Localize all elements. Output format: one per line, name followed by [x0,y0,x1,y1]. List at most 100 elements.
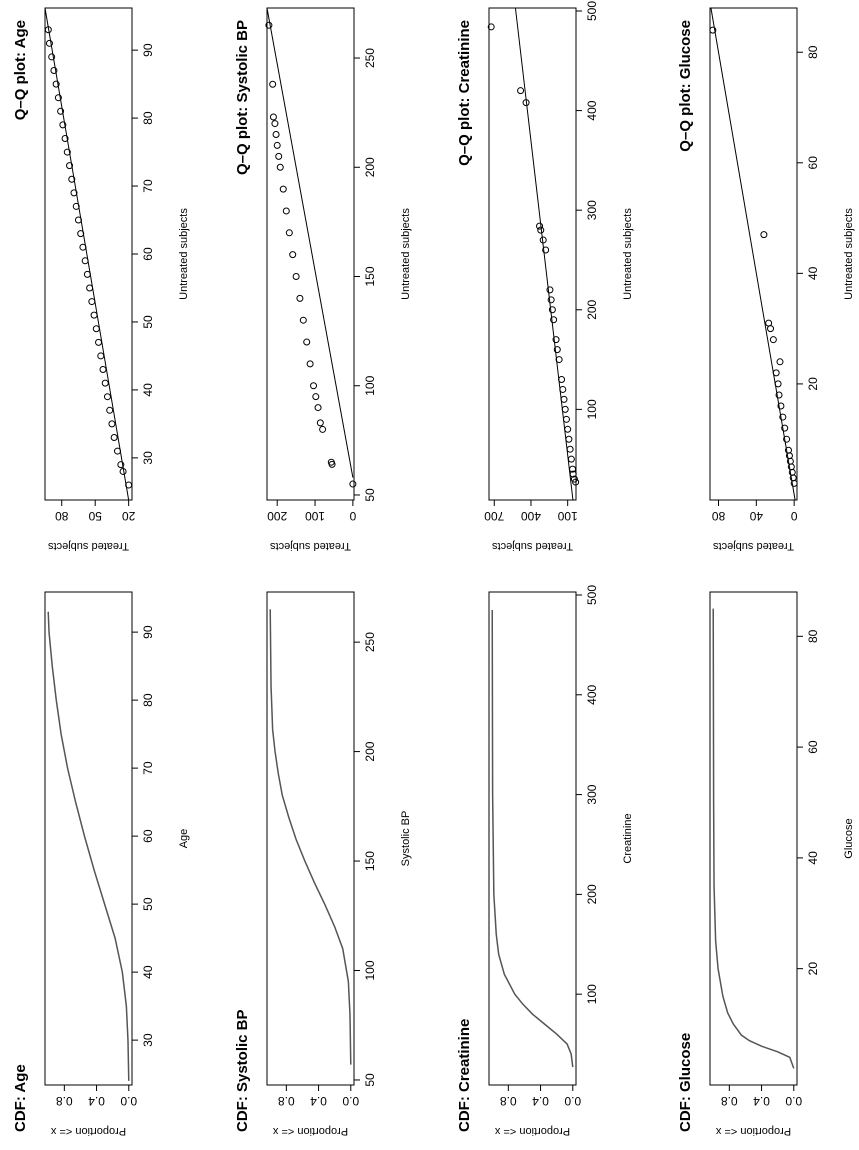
qq-point [72,202,80,210]
qq-point [565,435,573,443]
x-tick-label: 250 [363,48,377,68]
qq-point [54,94,62,102]
x-tick-label: 400 [585,684,599,704]
cdf-line [712,608,795,1069]
qq-point [569,465,577,473]
qq-point [566,445,574,453]
reference-line [514,7,574,501]
qq-point [90,311,98,319]
y-tick-label: 40 [749,509,763,523]
qq-point [285,229,293,237]
x-tick-label: 40 [806,851,820,865]
x-axis-label: Systolic BP [400,811,412,867]
qq-point [68,175,76,183]
qq-point [273,141,281,149]
qq-point [101,379,109,387]
reference-line [266,7,354,478]
y-tick-label: 0.4 [532,1094,549,1108]
qq-point [560,395,568,403]
chart-title: Q–Q plot: Age [12,20,29,120]
x-tick-label: 90 [141,43,155,57]
qq-point [272,130,280,138]
chart-title: Q–Q plot: Creatinine [456,20,473,166]
qq-point [547,296,555,304]
x-tick-label: 40 [806,266,820,280]
qq-point [760,231,768,239]
x-tick-label: 200 [585,884,599,904]
y-tick-label: 80 [712,509,726,523]
plot-frame [488,591,577,1086]
cdf-line [47,611,130,1081]
qq-point [114,447,121,455]
qq-point [310,382,318,390]
qq-point [289,251,297,259]
x-tick-label: 200 [363,741,377,761]
x-axis-label: Age [178,829,190,849]
qq-point [558,375,566,383]
qq-point [119,467,127,475]
qq-point [319,425,327,433]
qq-point [779,413,787,421]
y-tick-label: 20 [122,509,136,523]
y-tick-label: 0.0 [785,1094,802,1108]
x-tick-label: 200 [363,157,377,177]
x-tick-label: 100 [585,399,599,419]
qq-point [70,189,78,197]
x-tick-label: 50 [141,315,155,329]
y-axis-label: Proportion <= x [715,1125,791,1137]
qq-point [777,402,785,410]
qq-point [99,366,107,374]
x-tick-label: 80 [806,629,820,643]
qq-point [567,455,575,463]
x-axis-label: Untreated subjects [622,208,634,300]
qq-point [774,380,782,388]
x-axis-label: Glucose [843,818,855,858]
qq-point [306,360,314,368]
y-axis-label: Treated subjects [713,540,794,552]
qq-point [314,404,322,412]
qq-point [81,257,89,265]
y-axis-label: Proportion <= x [50,1125,126,1137]
x-tick-label: 50 [363,1073,377,1087]
qq-point [92,325,100,333]
reference-line [710,7,796,501]
qq-point [44,26,52,34]
y-tick-label: 0.0 [120,1094,137,1108]
qq-point [265,21,273,29]
plot-frame [266,7,355,501]
qq-point [303,338,311,346]
x-tick-label: 400 [585,100,599,120]
y-tick-label: 0.0 [342,1094,359,1108]
x-tick-label: 60 [141,829,155,843]
qq-point [45,39,53,47]
y-tick-label: 400 [521,509,541,523]
qq-point [66,162,74,170]
chart-title: CDF: Glucose [677,1033,694,1132]
qq-point [536,222,544,230]
y-tick-label: 0.4 [88,1094,105,1108]
qq-point [517,87,525,95]
qq-point [279,185,287,193]
y-axis-label: Treated subjects [48,540,129,552]
plot-frame [709,7,798,501]
x-tick-label: 150 [363,266,377,286]
qq-point [86,284,94,292]
qq-point [299,316,307,324]
y-tick-label: 0.4 [310,1094,327,1108]
qq-point [569,470,577,478]
x-axis-label: Untreated subjects [400,208,412,300]
y-tick-label: 0.4 [753,1094,770,1108]
qq-point [282,207,290,215]
reference-line [44,7,130,501]
qq-point [783,435,791,443]
x-tick-label: 90 [141,625,155,639]
x-tick-label: 100 [363,960,377,980]
x-tick-label: 500 [585,585,599,605]
y-axis-label: Treated subjects [492,540,573,552]
x-tick-label: 30 [141,1033,155,1047]
y-tick-label: 80 [55,509,69,523]
qq-point [59,121,67,129]
qq-point [79,243,87,251]
y-tick-label: 200 [267,509,287,523]
qq-point [522,99,530,107]
